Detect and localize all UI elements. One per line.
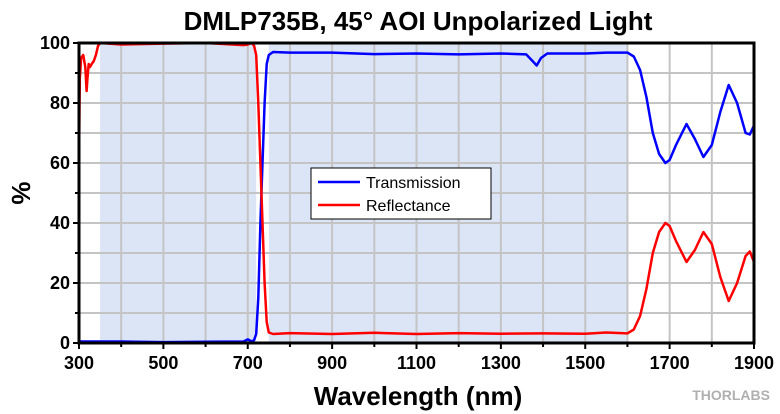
y-tick-label: 100 xyxy=(40,33,70,53)
x-tick-label: 900 xyxy=(317,353,347,373)
y-tick-label: 80 xyxy=(50,93,70,113)
y-tick-label: 0 xyxy=(60,333,70,353)
y-axis-label: % xyxy=(6,181,36,204)
axis-ticks: 300 500 700 900 1100 1300 1500 1700 1900 0 20 40 60 8… xyxy=(40,33,774,373)
x-tick-label: 1900 xyxy=(734,353,774,373)
series-line-transmission xyxy=(79,50,756,344)
x-tick-label: 1700 xyxy=(650,353,690,373)
x-tick-label: 300 xyxy=(64,353,94,373)
x-tick-label: 500 xyxy=(148,353,178,373)
thorlabs-logo: THORLABS xyxy=(692,387,770,403)
chart-title: DMLP735B, 45° AOI Unpolarized Light xyxy=(184,6,653,36)
legend: Transmission Reflectance xyxy=(310,167,492,220)
legend-box xyxy=(310,167,492,220)
x-tick-label: 1100 xyxy=(397,353,436,373)
x-axis-label: Wavelength (nm) xyxy=(314,381,522,411)
y-tick-label: 20 xyxy=(50,273,70,293)
legend-label-transmission: Transmission xyxy=(366,175,461,192)
x-tick-label: 1300 xyxy=(481,353,521,373)
y-tick-label: 60 xyxy=(50,153,70,173)
x-tick-label: 700 xyxy=(233,353,263,373)
legend-label-reflectance: Reflectance xyxy=(366,198,451,215)
x-tick-label: 1500 xyxy=(565,353,605,373)
y-tick-label: 40 xyxy=(50,213,70,233)
series-lines xyxy=(77,41,756,344)
series-line-reflectance xyxy=(77,41,756,336)
